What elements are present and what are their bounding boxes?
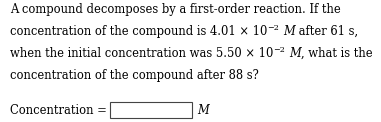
Text: M: M <box>197 104 209 117</box>
Text: −2: −2 <box>267 24 279 31</box>
Text: , what is the: , what is the <box>301 47 372 60</box>
Text: −2: −2 <box>274 46 285 54</box>
Text: after 61 s,: after 61 s, <box>295 25 358 38</box>
Text: M: M <box>283 25 295 38</box>
Text: concentration of the compound after 88 s?: concentration of the compound after 88 s… <box>10 69 259 82</box>
Text: concentration of the compound is 4.01 × 10: concentration of the compound is 4.01 × … <box>10 25 267 38</box>
Text: M: M <box>289 47 301 60</box>
Text: Concentration =: Concentration = <box>10 104 107 117</box>
Text: A compound decomposes by a first-order reaction. If the: A compound decomposes by a first-order r… <box>10 3 341 16</box>
FancyBboxPatch shape <box>110 102 192 117</box>
Text: when the initial concentration was 5.50 × 10: when the initial concentration was 5.50 … <box>10 47 274 60</box>
